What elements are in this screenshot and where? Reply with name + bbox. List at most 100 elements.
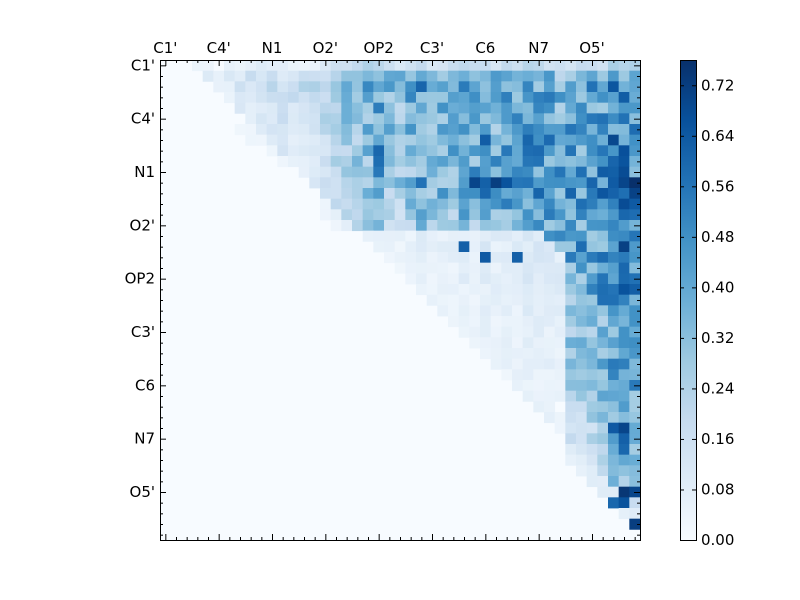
heatmap-cell bbox=[533, 134, 545, 146]
heatmap-cell bbox=[501, 177, 513, 189]
heatmap-cell bbox=[522, 230, 534, 242]
heatmap-cell bbox=[330, 166, 342, 178]
colorbar-tick-label: 0.72 bbox=[701, 76, 734, 94]
heatmap-cell bbox=[565, 337, 577, 349]
heatmap-cell bbox=[458, 284, 470, 296]
heatmap-cell bbox=[522, 220, 534, 232]
heatmap-cell bbox=[405, 134, 417, 146]
heatmap-cell bbox=[362, 145, 374, 157]
heatmap-cell bbox=[426, 92, 438, 104]
heatmap-cell bbox=[501, 166, 513, 178]
heatmap-cell bbox=[480, 326, 492, 338]
heatmap-cell bbox=[394, 188, 406, 200]
heatmap-cell bbox=[224, 70, 236, 82]
heatmap-cell bbox=[384, 188, 396, 200]
heatmap-cell bbox=[533, 188, 545, 200]
heatmap-cell bbox=[501, 358, 513, 370]
heatmap-cell bbox=[234, 60, 246, 72]
heatmap-cell bbox=[522, 294, 534, 306]
heatmap-cell bbox=[426, 145, 438, 157]
heatmap-cell bbox=[576, 70, 588, 82]
heatmap-cell bbox=[437, 166, 449, 178]
heatmap-cell bbox=[522, 177, 534, 189]
colorbar-tick-label: 0.00 bbox=[701, 531, 734, 549]
heatmap-cell bbox=[554, 188, 566, 200]
heatmap-cell bbox=[458, 166, 470, 178]
heatmap-cell bbox=[469, 198, 481, 210]
heatmap-cell bbox=[533, 241, 545, 253]
heatmap-cell bbox=[469, 92, 481, 104]
heatmap-cell bbox=[629, 518, 641, 530]
heatmap-cell bbox=[512, 166, 524, 178]
heatmap-cell bbox=[565, 294, 577, 306]
heatmap-cell bbox=[608, 262, 620, 274]
heatmap-cell bbox=[512, 156, 524, 168]
heatmap-cell bbox=[597, 145, 609, 157]
heatmap-cell bbox=[608, 60, 620, 72]
heatmap-cell bbox=[629, 316, 641, 328]
heatmap-cell bbox=[597, 348, 609, 360]
heatmap-cell bbox=[437, 134, 449, 146]
heatmap-cell bbox=[458, 316, 470, 328]
heatmap-cell bbox=[405, 262, 417, 274]
heatmap-cell bbox=[341, 70, 353, 82]
axis-ticks bbox=[160, 60, 640, 540]
heatmap-cell bbox=[416, 252, 428, 264]
heatmap-cell bbox=[576, 177, 588, 189]
heatmap-cell bbox=[522, 369, 534, 381]
heatmap-cell bbox=[608, 188, 620, 200]
heatmap-cell bbox=[256, 92, 268, 104]
heatmap-cell bbox=[373, 177, 385, 189]
heatmap-cell bbox=[576, 252, 588, 264]
heatmap-cell bbox=[373, 198, 385, 210]
heatmap-cell bbox=[565, 348, 577, 360]
heatmap-cell bbox=[362, 113, 374, 125]
heatmap-cell bbox=[629, 209, 641, 221]
heatmap-cell bbox=[405, 81, 417, 93]
heatmap-cell bbox=[448, 198, 460, 210]
heatmap-cell bbox=[576, 92, 588, 104]
heatmap-cell bbox=[245, 60, 257, 72]
heatmap-cell bbox=[490, 166, 502, 178]
heatmap-cell bbox=[309, 166, 321, 178]
heatmap-cell bbox=[618, 113, 630, 125]
heatmap-cell bbox=[512, 380, 524, 392]
heatmap-cell bbox=[544, 241, 556, 253]
heatmap-cell bbox=[352, 177, 364, 189]
heatmap-cell bbox=[341, 156, 353, 168]
heatmap-cell bbox=[458, 177, 470, 189]
heatmap-cell bbox=[192, 60, 204, 72]
heatmap-cell bbox=[490, 177, 502, 189]
heatmap-cell bbox=[608, 70, 620, 82]
heatmap-cell bbox=[373, 145, 385, 157]
heatmap-cell bbox=[576, 188, 588, 200]
y-tick-label: N1 bbox=[134, 163, 155, 181]
heatmap-cell bbox=[298, 70, 310, 82]
heatmap-cell bbox=[554, 113, 566, 125]
heatmap-cell bbox=[373, 188, 385, 200]
heatmap-cell bbox=[533, 348, 545, 360]
heatmap-cell bbox=[512, 60, 524, 72]
heatmap-cell bbox=[608, 316, 620, 328]
heatmap-cell bbox=[597, 230, 609, 242]
heatmap-cell bbox=[608, 134, 620, 146]
heatmap-cell bbox=[554, 422, 566, 434]
heatmap-cell bbox=[352, 124, 364, 136]
heatmap-cell bbox=[565, 113, 577, 125]
heatmap-cell bbox=[608, 476, 620, 488]
heatmap-cell bbox=[554, 220, 566, 232]
heatmap-cell bbox=[586, 113, 598, 125]
heatmap-cell bbox=[522, 156, 534, 168]
heatmap-cell bbox=[629, 156, 641, 168]
heatmap-cell bbox=[245, 102, 257, 114]
heatmap-cell bbox=[512, 188, 524, 200]
heatmap-cell bbox=[533, 337, 545, 349]
colorbar-tick-label: 0.48 bbox=[701, 228, 734, 246]
heatmap-cell bbox=[448, 305, 460, 317]
heatmap-cell bbox=[277, 156, 289, 168]
heatmap-cell bbox=[448, 177, 460, 189]
heatmap-cell bbox=[533, 390, 545, 402]
x-tick-label: C3' bbox=[420, 39, 444, 57]
heatmap-cell bbox=[288, 113, 300, 125]
heatmap-cell bbox=[384, 113, 396, 125]
